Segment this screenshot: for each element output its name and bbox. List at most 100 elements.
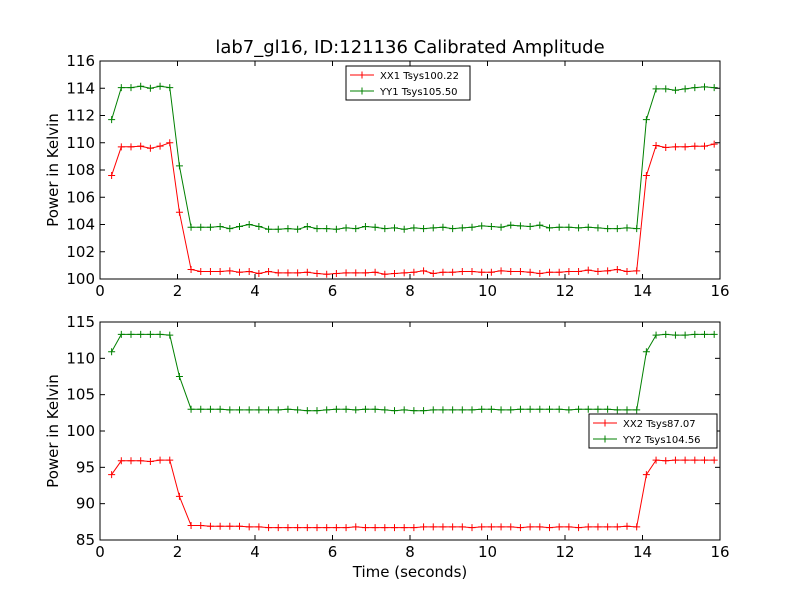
- data-point: [662, 85, 670, 93]
- data-point: [439, 268, 447, 276]
- legend-label: XX2 Tsys87.07: [623, 419, 696, 430]
- data-point: [681, 331, 689, 339]
- y-tick-label: 112: [66, 107, 95, 125]
- data-point: [565, 223, 573, 231]
- data-point: [701, 83, 708, 91]
- data-point: [294, 225, 302, 233]
- data-point: [691, 142, 699, 150]
- data-point: [313, 270, 321, 278]
- data-point: [565, 523, 573, 531]
- data-point: [546, 224, 553, 232]
- data-point: [623, 406, 631, 414]
- data-point: [323, 406, 331, 414]
- data-point: [642, 171, 650, 179]
- data-point: [294, 524, 302, 532]
- data-point: [536, 221, 544, 229]
- data-point: [265, 225, 273, 233]
- legend-box: [588, 413, 718, 449]
- data-point: [216, 223, 224, 231]
- data-point: [594, 523, 602, 531]
- data-point: [381, 524, 389, 532]
- data-point: [497, 267, 505, 275]
- data-point: [555, 223, 563, 231]
- data-point: [175, 162, 183, 170]
- data-point: [216, 522, 224, 530]
- data-point: [236, 406, 243, 414]
- data-point: [613, 406, 621, 414]
- data-point: [429, 224, 437, 232]
- x-tick-label: 12: [555, 282, 574, 300]
- data-point: [206, 405, 214, 413]
- data-point: [575, 224, 583, 232]
- data-point: [633, 523, 641, 531]
- data-point: [284, 524, 292, 532]
- data-point: [175, 208, 183, 216]
- data-point: [117, 457, 125, 465]
- y-tick-label: 106: [66, 188, 95, 206]
- data-point: [284, 225, 292, 233]
- data-point: [216, 268, 224, 276]
- y-tick-label: 90: [76, 495, 95, 513]
- data-point: [323, 225, 331, 233]
- series-2: [108, 82, 718, 233]
- data-point: [332, 270, 340, 278]
- x-tick-label: 4: [250, 282, 260, 300]
- data-point: [352, 406, 360, 414]
- data-point: [108, 116, 116, 124]
- data-point: [236, 268, 243, 276]
- data-point: [546, 268, 553, 276]
- data-point: [226, 267, 234, 275]
- data-point: [584, 523, 592, 531]
- y-tick-label: 110: [66, 349, 95, 367]
- legend-marker: [601, 419, 609, 427]
- data-point: [284, 405, 292, 413]
- data-point: [197, 405, 205, 413]
- data-point: [361, 405, 369, 413]
- data-point: [332, 405, 340, 413]
- data-point: [478, 523, 486, 531]
- data-point: [226, 225, 234, 233]
- legend-label: YY1 Tsys105.50: [379, 87, 458, 98]
- data-point: [642, 471, 650, 479]
- data-point: [127, 457, 135, 465]
- legend-entry: YY1 Tsys105.50: [350, 87, 458, 98]
- data-point: [478, 268, 486, 276]
- data-point: [313, 225, 321, 233]
- data-point: [555, 523, 563, 531]
- figure-title: lab7_gl16, ID:121136 Calibrated Amplitud…: [215, 37, 604, 58]
- data-point: [526, 223, 534, 231]
- data-point: [303, 223, 311, 231]
- data-point: [332, 524, 340, 532]
- data-point: [671, 86, 679, 94]
- y-axis-label: Power in Kelvin: [44, 113, 62, 227]
- data-point: [352, 269, 360, 277]
- data-point: [420, 267, 428, 275]
- x-tick-label: 16: [710, 543, 729, 561]
- data-point: [652, 85, 660, 93]
- data-point: [400, 406, 408, 414]
- data-point: [245, 221, 253, 228]
- data-point: [323, 270, 331, 278]
- data-point: [265, 524, 273, 532]
- series-line: [111, 142, 715, 275]
- data-point: [516, 222, 524, 230]
- data-point: [429, 270, 437, 278]
- data-point: [546, 405, 553, 413]
- y-tick-label: 114: [66, 79, 95, 97]
- data-point: [206, 223, 214, 231]
- data-point: [526, 523, 534, 531]
- x-tick-label: 2: [173, 543, 183, 561]
- data-point: [555, 405, 563, 413]
- y-tick-label: 108: [66, 161, 95, 179]
- data-point: [137, 330, 145, 338]
- data-point: [216, 405, 224, 413]
- data-point: [536, 523, 544, 531]
- data-point: [265, 406, 273, 414]
- data-point: [400, 524, 408, 532]
- legend-box: [345, 65, 471, 101]
- data-point: [604, 225, 612, 233]
- data-point: [507, 406, 515, 414]
- x-tick-label: 12: [555, 543, 574, 561]
- data-point: [127, 84, 135, 92]
- x-tick-label: 8: [405, 282, 415, 300]
